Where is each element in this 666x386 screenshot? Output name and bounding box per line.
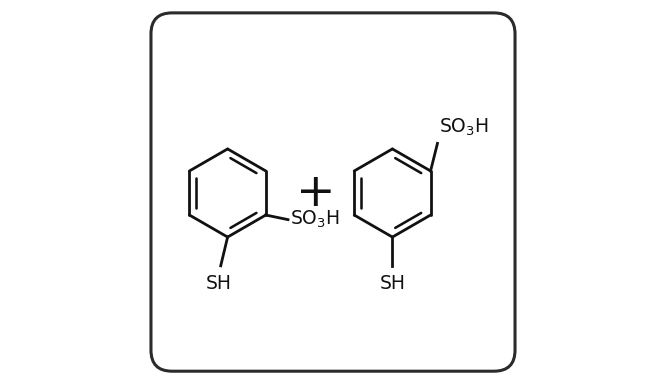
- FancyBboxPatch shape: [151, 13, 515, 371]
- Text: SO$_3$H: SO$_3$H: [290, 209, 340, 230]
- Text: SO$_3$H: SO$_3$H: [439, 116, 489, 138]
- Text: SH: SH: [380, 274, 406, 293]
- Text: SH: SH: [206, 274, 232, 293]
- Text: +: +: [296, 171, 336, 215]
